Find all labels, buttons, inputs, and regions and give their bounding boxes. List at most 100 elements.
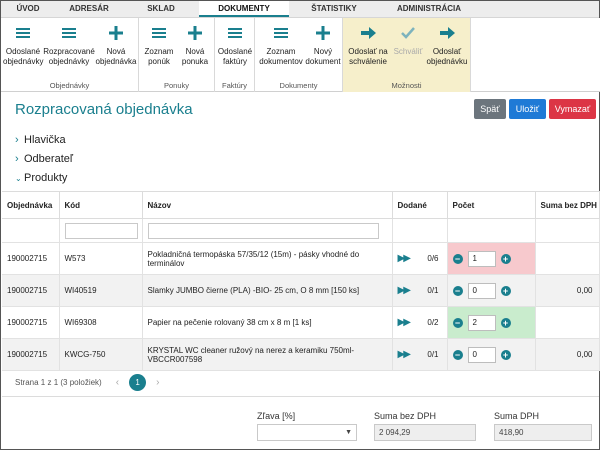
plus-icon[interactable]: + xyxy=(500,253,511,264)
col-header-count[interactable]: Počet xyxy=(447,191,536,219)
arrow-right-icon xyxy=(361,27,376,39)
section-products[interactable]: ⌄ Produkty xyxy=(15,172,67,184)
sum-vat-field: 418,90 xyxy=(494,424,592,441)
section-products-label: Produkty xyxy=(24,172,68,184)
send-order-button[interactable]: Odoslať objednávku xyxy=(425,22,469,67)
page-title: Rozpracovaná objednávka xyxy=(15,101,193,118)
quantity-input[interactable]: 2 xyxy=(467,314,496,331)
ribbon-group-documents: Zoznam dokumentov Nový dokument Dokument… xyxy=(255,18,343,92)
tab-dokumenty[interactable]: DOKUMENTY xyxy=(199,1,289,17)
code-filter-input[interactable] xyxy=(64,222,138,239)
sum-no-vat-label: Suma bez DPH xyxy=(374,411,437,421)
cell-code: WI40519 xyxy=(59,274,143,307)
col-header-delivered[interactable]: Dodané xyxy=(392,191,448,219)
discount-select[interactable]: ▼ xyxy=(257,424,357,441)
fast-forward-icon[interactable]: ▶▶ xyxy=(397,349,411,360)
sum-vat-label: Suma DPH xyxy=(494,411,540,421)
ribbon-group-orders: Odoslané objednávky Rozpracované objedná… xyxy=(1,18,139,92)
quantity-input[interactable]: 0 xyxy=(467,282,496,299)
page-button[interactable]: 1 xyxy=(129,374,147,391)
new-offer-button[interactable]: Nová ponuka xyxy=(177,22,213,67)
cell-delivered: 0/1 xyxy=(427,286,439,295)
sum-no-vat-field: 2 094,29 xyxy=(374,424,476,441)
discount-label: Zľava [%] xyxy=(257,411,296,421)
tab-adresar[interactable]: ADRESÁR xyxy=(69,4,109,13)
plus-icon[interactable]: + xyxy=(500,349,511,360)
col-header-code[interactable]: Kód xyxy=(59,191,143,219)
cell-sum xyxy=(535,242,600,275)
cell-delivered: 0/2 xyxy=(427,318,439,327)
fast-forward-icon[interactable]: ▶▶ xyxy=(397,317,411,328)
tab-uvod[interactable]: ÚVOD xyxy=(16,4,40,13)
plus-icon[interactable]: + xyxy=(500,285,511,296)
minus-icon[interactable]: − xyxy=(452,285,463,296)
cell-code: KWCG-750 xyxy=(59,338,143,371)
cell-name: KRYSTAL WC cleaner ružový na nerez a ker… xyxy=(142,338,393,371)
col-header-name[interactable]: Názov xyxy=(142,191,393,219)
fast-forward-icon[interactable]: ▶▶ xyxy=(397,285,411,296)
ribbon-group-label: Faktúry xyxy=(221,81,247,90)
chevron-down-icon: ▼ xyxy=(345,429,352,436)
products-table: Objednávka Kód Názov Dodané Počet Suma b… xyxy=(2,191,600,371)
section-customer-label: Odberateľ xyxy=(24,153,74,165)
cell-order: 190002715 xyxy=(2,306,60,339)
table-row[interactable]: 190002715 W573 Pokladničná termopáska 57… xyxy=(2,242,600,275)
plus-icon xyxy=(188,26,202,40)
delete-button[interactable]: Vymazať xyxy=(549,99,596,119)
section-customer[interactable]: › Odberateľ xyxy=(15,153,73,165)
table-row[interactable]: 190002715 WI69308 Papier na pečenie rolo… xyxy=(2,306,600,339)
top-navigation: ÚVOD ADRESÁR SKLAD DOKUMENTY ŠTATISTIKY … xyxy=(1,1,599,18)
next-page-icon[interactable]: › xyxy=(156,377,160,388)
minus-icon[interactable]: − xyxy=(452,349,463,360)
list-icon xyxy=(152,28,166,38)
name-filter-input[interactable] xyxy=(147,222,380,239)
fast-forward-icon[interactable]: ▶▶ xyxy=(397,253,411,264)
quantity-input[interactable]: 0 xyxy=(467,346,496,363)
save-button[interactable]: Uložiť xyxy=(509,99,546,119)
list-icon xyxy=(274,28,288,38)
section-header-label: Hlavička xyxy=(24,134,66,146)
prev-page-icon[interactable]: ‹ xyxy=(115,377,120,388)
cell-sum xyxy=(535,306,600,339)
cell-sum: 0,00 xyxy=(535,338,600,371)
ribbon-group-offers: Zoznam ponúk Nová ponuka Ponuky xyxy=(139,18,215,92)
tab-administracia[interactable]: ADMINISTRÁCIA xyxy=(397,4,461,13)
tab-sklad[interactable]: SKLAD xyxy=(147,4,175,13)
table-row[interactable]: 190002715 WI40519 Slamky JUMBO čierne (P… xyxy=(2,274,600,307)
send-for-approval-button[interactable]: Odoslať na schválenie xyxy=(345,22,391,67)
arrow-right-icon xyxy=(440,27,455,39)
minus-icon[interactable]: − xyxy=(452,253,463,264)
cell-order: 190002715 xyxy=(2,242,60,275)
back-button[interactable]: Späť xyxy=(474,99,506,119)
new-document-button[interactable]: Nový dokument xyxy=(305,22,341,67)
divider xyxy=(2,396,599,397)
table-row[interactable]: 190002715 KWCG-750 KRYSTAL WC cleaner ru… xyxy=(2,338,600,371)
sent-invoices-button[interactable]: Odoslané faktúry xyxy=(216,22,254,67)
ribbon-group-label: Ponuky xyxy=(163,81,190,90)
pagination: Strana 1 z 1 (3 položiek) ‹ 1 › xyxy=(15,374,163,391)
check-icon xyxy=(401,27,415,39)
plus-icon[interactable]: + xyxy=(500,317,511,328)
received-orders-button[interactable]: Rozpracované objednávky xyxy=(43,22,95,67)
col-header-order[interactable]: Objednávka xyxy=(2,191,60,219)
plus-icon xyxy=(109,26,123,40)
offer-list-button[interactable]: Zoznam ponúk xyxy=(141,22,177,67)
cell-delivered: 0/6 xyxy=(427,254,439,263)
cell-code: W573 xyxy=(59,242,143,275)
list-icon xyxy=(16,28,30,38)
quantity-input[interactable]: 1 xyxy=(467,250,496,267)
minus-icon[interactable]: − xyxy=(452,317,463,328)
chevron-down-icon: ⌄ xyxy=(15,173,22,183)
cell-name: Pokladničná termopáska 57/35/12 (15m) - … xyxy=(142,242,393,275)
new-order-button[interactable]: Nová objednávka xyxy=(95,22,137,67)
document-list-button[interactable]: Zoznam dokumentov xyxy=(257,22,305,67)
approve-button[interactable]: Schváliť xyxy=(391,22,425,57)
sent-orders-button[interactable]: Odoslané objednávky xyxy=(3,22,43,67)
tab-statistiky[interactable]: ŠTATISTIKY xyxy=(311,4,357,13)
chevron-right-icon: › xyxy=(15,153,19,165)
col-header-sum[interactable]: Suma bez DPH xyxy=(535,191,600,219)
cell-code: WI69308 xyxy=(59,306,143,339)
cell-sum: 0,00 xyxy=(535,274,600,307)
section-header[interactable]: › Hlavička xyxy=(15,134,66,146)
cell-order: 190002715 xyxy=(2,338,60,371)
